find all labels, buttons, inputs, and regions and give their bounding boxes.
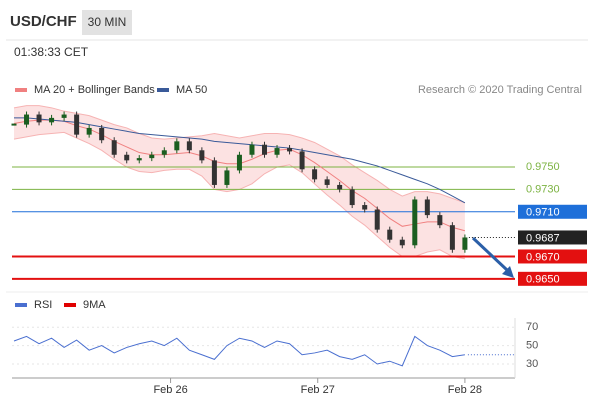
candle [399,239,405,246]
x-tick-label: Feb 27 [301,384,335,396]
x-tick-label: Feb 26 [153,384,187,396]
x-tick-label: Feb 28 [448,384,482,396]
timeframe-box[interactable] [82,10,132,35]
candle [362,205,368,210]
level-label: 0.9710 [526,207,560,219]
candle [299,151,305,170]
candle [462,237,468,250]
candle [186,141,192,151]
level-label: 0.9650 [526,274,560,286]
level-label: 0.9687 [526,232,560,244]
level-label-box [518,204,587,219]
candle [324,179,330,185]
legend-swatch [15,303,27,307]
level-label-box [518,249,587,264]
candle [24,114,30,125]
candle [374,209,380,230]
clock: 01:38:33 CET [14,45,89,59]
candle [136,158,142,161]
candle [74,114,80,135]
candle [412,199,418,246]
candle [312,169,318,180]
candle [236,154,242,171]
forecast-arrowhead [502,266,514,278]
candle [124,154,130,161]
candle [437,215,443,226]
candle [287,148,293,152]
candle [174,141,180,151]
level-label: 0.9670 [526,251,560,263]
legend-swatch [157,88,169,92]
level-label-box [518,230,587,245]
candle [149,154,155,159]
candle [36,114,42,123]
candle [161,150,167,155]
candle [387,229,393,240]
candle [249,144,255,155]
bollinger-band [14,105,465,259]
moving-average [14,117,466,204]
level-label: 0.9730 [526,183,560,195]
candle [61,114,67,118]
y-tick-label: 70 [526,321,538,333]
candle [424,199,430,216]
candle [199,150,205,161]
legend-swatch [15,88,27,92]
legend-label: MA 20 + Bollinger Bands [34,84,155,96]
forecast-arrow [471,236,509,272]
candle [449,225,455,250]
legend-label: MA 50 [176,84,207,96]
symbol: USD/CHF [10,13,77,30]
y-tick-label: 30 [526,358,538,370]
legend-label: RSI [34,299,52,311]
candle [99,127,105,141]
level-label: 0.9750 [526,161,560,173]
legend-swatch [64,303,76,307]
legend-label: 9MA [83,299,106,311]
candle [86,127,92,135]
candle [337,184,343,190]
candle [224,170,230,185]
source: Research © 2020 Trading Central [418,84,582,96]
candle [49,117,55,123]
candle [349,189,355,206]
rsi-line [13,335,465,367]
candle [211,160,217,185]
y-tick-label: 50 [526,339,538,351]
level-label-box [518,271,587,286]
candle [274,148,280,155]
candle [111,140,117,155]
candle [262,144,267,155]
timeframe[interactable]: 30 MIN [88,15,127,29]
